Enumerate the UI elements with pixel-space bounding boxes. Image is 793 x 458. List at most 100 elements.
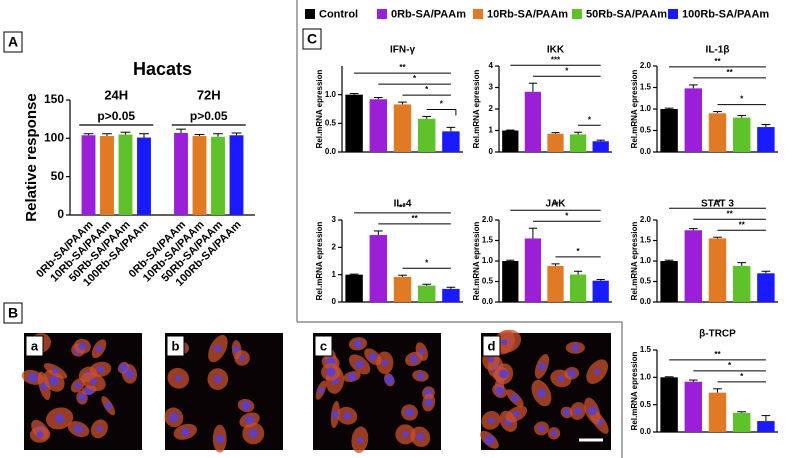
nucleus — [90, 378, 97, 386]
error-bar — [139, 133, 149, 138]
y-tick-label: 0.0 — [482, 297, 494, 306]
image-label: d — [488, 338, 496, 353]
error-bar — [120, 131, 131, 135]
bar — [684, 381, 703, 432]
nucleus — [78, 342, 87, 350]
legend-swatch — [572, 9, 582, 19]
nucleus — [353, 339, 363, 348]
nucleus — [409, 354, 419, 364]
error-bar — [83, 133, 94, 136]
y-tick-label: 0.5 — [325, 118, 337, 127]
nucleus — [241, 400, 251, 411]
nucleus — [347, 372, 357, 381]
legend-label: 50Rb-SA/PAAm — [586, 8, 667, 20]
bar — [442, 131, 460, 152]
y-axis-label: Rel.mRNA epression — [630, 221, 639, 300]
bar — [174, 132, 188, 215]
y-tick-label: 1.0 — [640, 256, 652, 265]
error-bar — [373, 230, 383, 236]
error-bar — [373, 97, 383, 100]
nucleus — [488, 356, 495, 363]
significance-label: *** — [551, 55, 561, 64]
y-tick-label: 2.0 — [640, 61, 652, 70]
bar — [192, 136, 207, 215]
significance-label: ** — [714, 57, 721, 66]
nucleus — [214, 344, 222, 353]
error-bar — [398, 101, 407, 105]
bar — [708, 113, 727, 152]
nucleus — [356, 436, 363, 443]
nucleus — [78, 393, 87, 402]
bar — [524, 238, 542, 302]
y-tick-label: 2 — [332, 242, 337, 251]
bar — [569, 274, 587, 302]
bar — [732, 265, 751, 302]
nucleus — [402, 431, 409, 438]
error-bar — [761, 415, 771, 422]
legend-label: Control — [319, 8, 358, 20]
nucleus — [405, 408, 414, 417]
bar — [757, 421, 775, 432]
bar — [684, 88, 703, 152]
nucleus — [513, 410, 520, 418]
y-tick-label: 1.0 — [640, 104, 652, 113]
error-bar — [446, 126, 456, 132]
nucleus — [563, 408, 571, 417]
significance-label: * — [577, 247, 581, 256]
legend-label: 10Rb-SA/PAAm — [487, 8, 568, 20]
bar — [229, 135, 244, 215]
error-bar — [664, 376, 674, 378]
image-label: a — [31, 338, 39, 353]
nucleus — [418, 348, 425, 355]
y-tick-label: 2 — [489, 104, 494, 113]
error-bar — [688, 228, 698, 231]
significance-label: * — [565, 211, 569, 220]
error-bar — [528, 227, 537, 239]
nucleus — [557, 375, 565, 382]
error-bar — [551, 132, 560, 134]
significance-label: * — [740, 372, 744, 381]
nucleus — [331, 411, 339, 419]
nucleus — [501, 339, 508, 346]
image-label-box — [166, 335, 185, 357]
bar — [345, 94, 363, 152]
nucleus — [484, 434, 495, 445]
panel-label-box — [3, 31, 23, 53]
error-bar — [713, 388, 722, 393]
error-bar — [194, 134, 205, 137]
nucleus — [104, 401, 112, 410]
panel-label: A — [8, 34, 18, 50]
bar — [211, 136, 225, 215]
annotation: p>0.05 — [97, 109, 135, 123]
nucleus — [587, 406, 597, 416]
nucleus — [424, 398, 433, 407]
y-tick-label: 1.0 — [640, 372, 652, 381]
nucleus — [416, 372, 425, 380]
nucleus — [317, 387, 325, 394]
nucleus — [27, 372, 38, 383]
significance-label: * — [728, 361, 732, 370]
error-bar — [176, 128, 186, 133]
image-label-box — [25, 335, 44, 357]
bar — [592, 280, 609, 302]
significance-label: ** — [726, 209, 733, 218]
bar — [660, 109, 678, 152]
nucleus — [574, 407, 582, 415]
panel-label-box — [302, 28, 322, 50]
bar — [547, 265, 564, 302]
nucleus — [499, 369, 509, 379]
image-label: b — [172, 338, 180, 353]
bar — [442, 288, 460, 302]
nucleus — [96, 425, 103, 432]
significance-label: ** — [411, 214, 418, 223]
nucleus — [215, 434, 225, 444]
chart-title: IL-1β — [706, 45, 730, 56]
bar — [660, 261, 678, 302]
image-label: c — [320, 338, 327, 353]
y-tick-label: 0.0 — [640, 147, 652, 156]
nucleus — [567, 369, 576, 378]
error-bar — [737, 262, 747, 266]
nucleus — [169, 412, 179, 423]
nucleus — [538, 362, 546, 371]
